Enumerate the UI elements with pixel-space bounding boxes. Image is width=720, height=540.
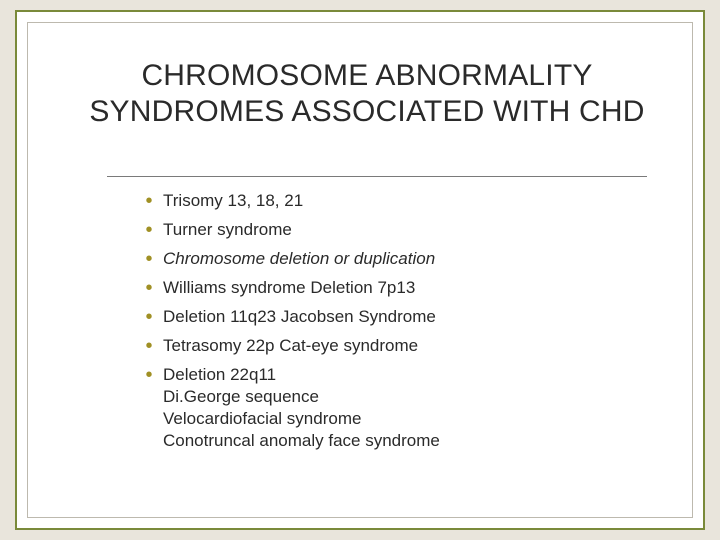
list-item-subtext: Di.George sequence xyxy=(163,386,440,408)
bullet-icon: • xyxy=(135,306,163,328)
list-item: •Deletion 22q11Di.George sequenceVelocar… xyxy=(135,364,440,452)
bullet-icon: • xyxy=(135,190,163,212)
bullet-icon: • xyxy=(135,277,163,299)
list-item-text: Deletion 22q11Di.George sequenceVelocard… xyxy=(163,364,440,452)
bullet-icon: • xyxy=(135,248,163,270)
list-item-text: Trisomy 13, 18, 21 xyxy=(163,190,440,212)
bullet-list: •Trisomy 13, 18, 21•Turner syndrome•Chro… xyxy=(135,190,440,459)
list-item-text: Chromosome deletion or duplication xyxy=(163,248,440,270)
bullet-icon: • xyxy=(135,219,163,241)
slide-title: CHROMOSOME ABNORMALITY SYNDROMES ASSOCIA… xyxy=(87,58,647,130)
list-item-text: Turner syndrome xyxy=(163,219,440,241)
list-item: •Turner syndrome xyxy=(135,219,440,241)
list-item-text: Williams syndrome Deletion 7p13 xyxy=(163,277,440,299)
title-rule xyxy=(107,176,647,177)
slide-card: CHROMOSOME ABNORMALITY SYNDROMES ASSOCIA… xyxy=(15,10,705,530)
list-item-text: Tetrasomy 22p Cat-eye syndrome xyxy=(163,335,440,357)
list-item: •Tetrasomy 22p Cat-eye syndrome xyxy=(135,335,440,357)
bullet-icon: • xyxy=(135,335,163,357)
list-item: •Deletion 11q23 Jacobsen Syndrome xyxy=(135,306,440,328)
list-item: •Williams syndrome Deletion 7p13 xyxy=(135,277,440,299)
list-item-text: Deletion 11q23 Jacobsen Syndrome xyxy=(163,306,440,328)
bullet-icon: • xyxy=(135,364,163,386)
list-item: •Chromosome deletion or duplication xyxy=(135,248,440,270)
list-item: •Trisomy 13, 18, 21 xyxy=(135,190,440,212)
list-item-subtext: Conotruncal anomaly face syndrome xyxy=(163,430,440,452)
list-item-subtext: Velocardiofacial syndrome xyxy=(163,408,440,430)
